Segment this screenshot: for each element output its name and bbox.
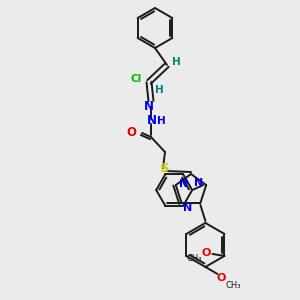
Text: N: N: [147, 115, 157, 128]
Text: CH₃: CH₃: [187, 254, 202, 263]
Text: O: O: [126, 125, 136, 139]
Text: N: N: [183, 203, 192, 213]
Text: H: H: [157, 116, 165, 126]
Text: N: N: [179, 179, 188, 189]
Text: O: O: [217, 273, 226, 283]
Text: H: H: [154, 85, 164, 95]
Text: Cl: Cl: [130, 74, 142, 84]
Text: H: H: [172, 57, 180, 67]
Text: CH₃: CH₃: [226, 281, 241, 290]
Text: N: N: [144, 100, 154, 112]
Text: N: N: [194, 178, 203, 188]
Text: S: S: [160, 163, 170, 176]
Text: O: O: [202, 248, 211, 258]
